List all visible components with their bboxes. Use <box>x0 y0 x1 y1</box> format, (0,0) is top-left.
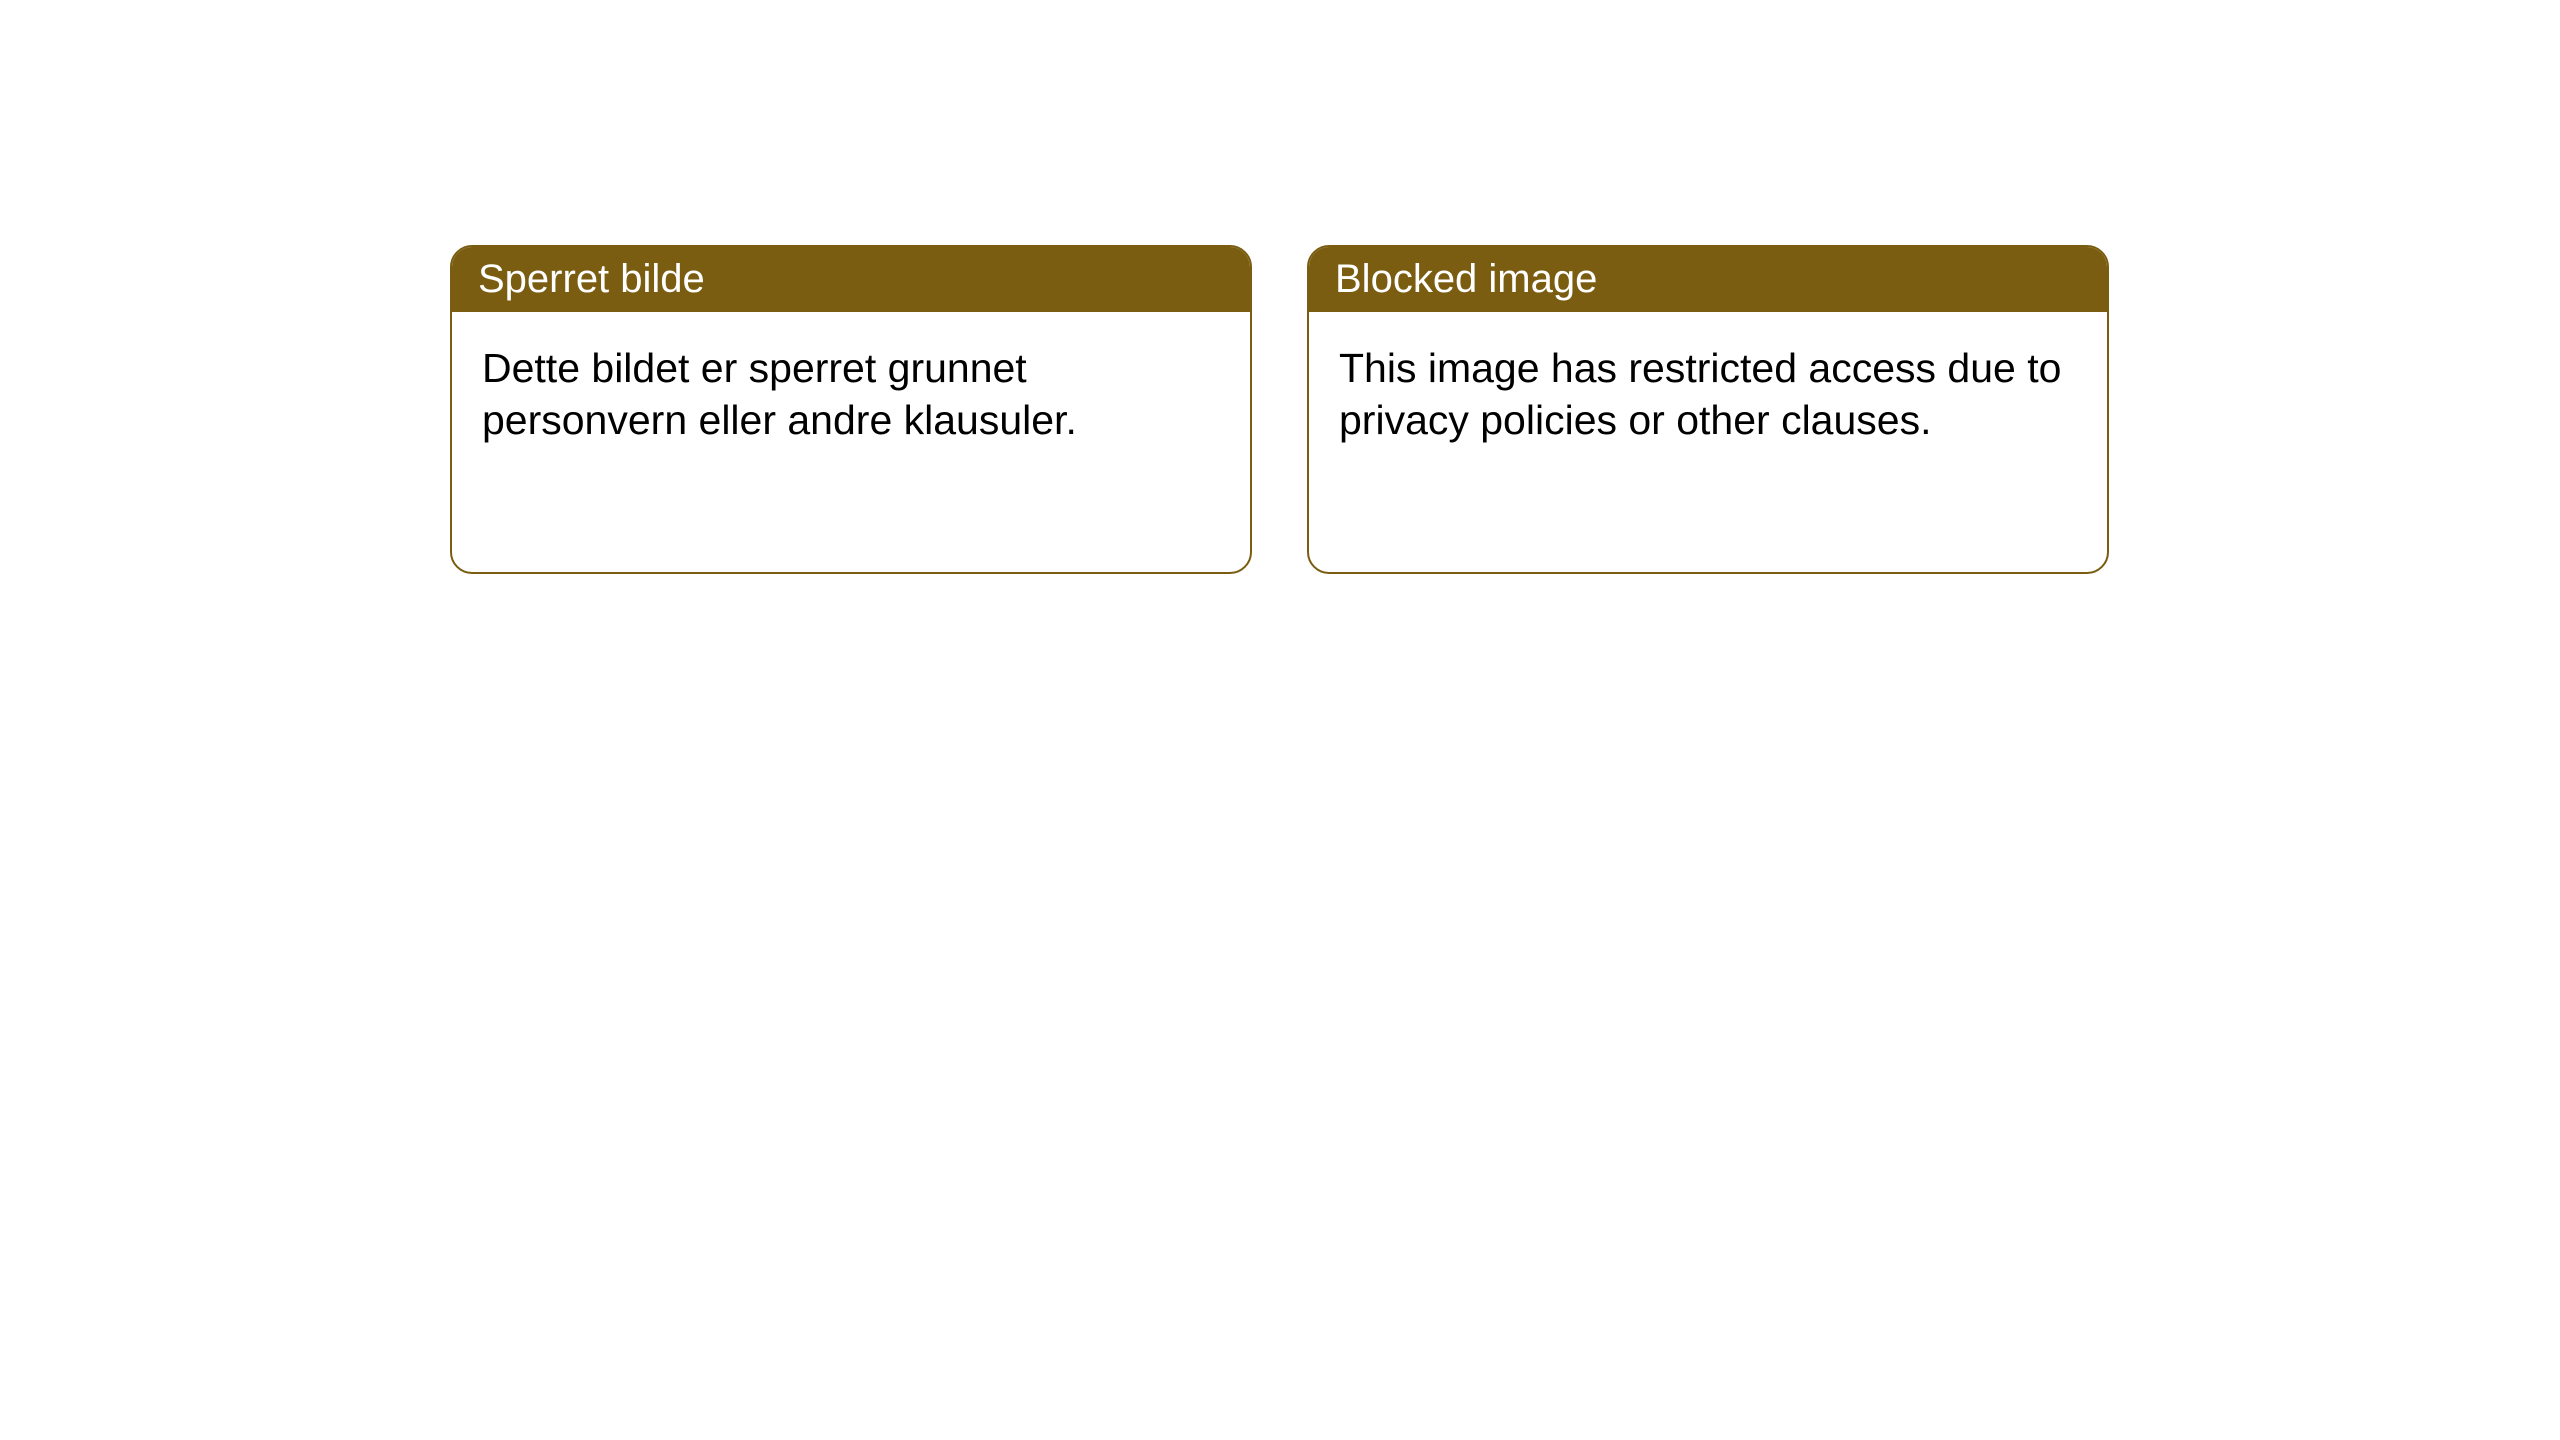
notice-card-title: Blocked image <box>1335 257 1597 301</box>
notice-card-body: Dette bildet er sperret grunnet personve… <box>452 312 1250 572</box>
notice-card-english: Blocked image This image has restricted … <box>1307 245 2109 574</box>
notice-card-header: Blocked image <box>1309 247 2107 312</box>
notice-card-text: Dette bildet er sperret grunnet personve… <box>482 342 1220 447</box>
notice-card-title: Sperret bilde <box>478 257 705 301</box>
notice-card-text: This image has restricted access due to … <box>1339 342 2077 447</box>
notice-cards-container: Sperret bilde Dette bildet er sperret gr… <box>450 245 2109 574</box>
notice-card-body: This image has restricted access due to … <box>1309 312 2107 572</box>
notice-card-header: Sperret bilde <box>452 247 1250 312</box>
notice-card-norwegian: Sperret bilde Dette bildet er sperret gr… <box>450 245 1252 574</box>
